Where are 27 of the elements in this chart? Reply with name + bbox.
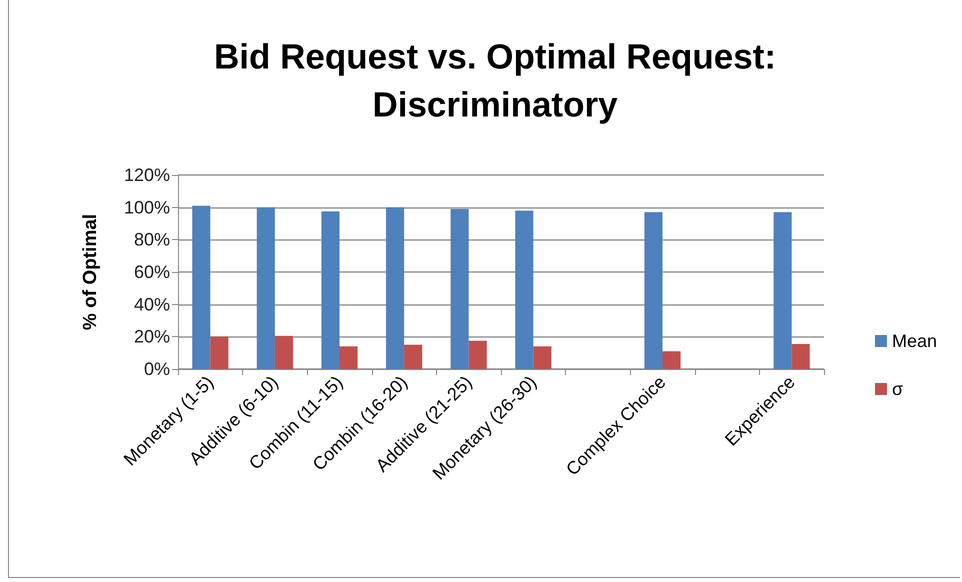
bar bbox=[256, 207, 275, 369]
bar bbox=[792, 344, 810, 369]
bar bbox=[515, 210, 534, 369]
y-tick-label: 0% bbox=[144, 359, 170, 379]
bar bbox=[644, 212, 662, 369]
bar bbox=[192, 206, 210, 369]
bar bbox=[340, 346, 358, 369]
y-tick-label: 20% bbox=[134, 326, 170, 347]
y-tick-label: 120% bbox=[124, 165, 170, 185]
bar bbox=[404, 344, 422, 369]
y-tick-label: 40% bbox=[134, 294, 170, 314]
legend-label: σ bbox=[892, 379, 904, 399]
bar bbox=[210, 336, 228, 369]
bar bbox=[774, 212, 792, 369]
y-tick-label: 60% bbox=[134, 262, 170, 282]
bar bbox=[321, 211, 340, 369]
bar bbox=[533, 346, 552, 369]
y-tick-label: 80% bbox=[134, 230, 170, 250]
bar bbox=[468, 340, 487, 369]
legend-label: Mean bbox=[892, 331, 938, 351]
y-tick-label: 100% bbox=[124, 197, 170, 218]
bar bbox=[386, 207, 404, 369]
bar bbox=[662, 351, 681, 369]
y-axis-title: % of Optimal bbox=[80, 214, 101, 330]
chart-title: Bid Request vs. Optimal Request: Discriminatory bbox=[214, 38, 776, 124]
bar bbox=[274, 336, 293, 369]
bar bbox=[450, 208, 469, 369]
